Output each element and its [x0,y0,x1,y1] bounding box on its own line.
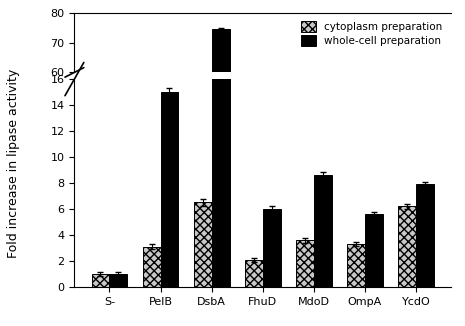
Bar [416,184,434,287]
Bar [398,206,416,287]
Bar [347,244,365,287]
Bar [245,244,263,250]
Text: Fold increase in lipase activity: Fold increase in lipase activity [7,68,20,258]
Bar [347,241,365,250]
Bar [296,240,314,250]
Bar [245,259,263,287]
Legend: cytoplasm preparation, whole-cell preparation: cytoplasm preparation, whole-cell prepar… [298,18,446,49]
Bar [314,175,332,287]
Bar [160,206,179,250]
Bar [194,231,212,250]
Bar [212,0,230,287]
Bar [143,241,160,250]
Bar [92,247,109,250]
Bar [398,232,416,250]
Bar [263,209,280,287]
Bar [416,227,434,250]
Bar [296,240,314,287]
Bar [160,92,179,287]
Bar [314,225,332,250]
Bar [109,247,127,250]
Bar [109,274,127,287]
Bar [143,247,160,287]
Bar [365,234,383,250]
Bar [92,274,109,287]
Bar [263,233,280,250]
Bar [212,29,230,250]
Bar [194,202,212,287]
Bar [365,214,383,287]
